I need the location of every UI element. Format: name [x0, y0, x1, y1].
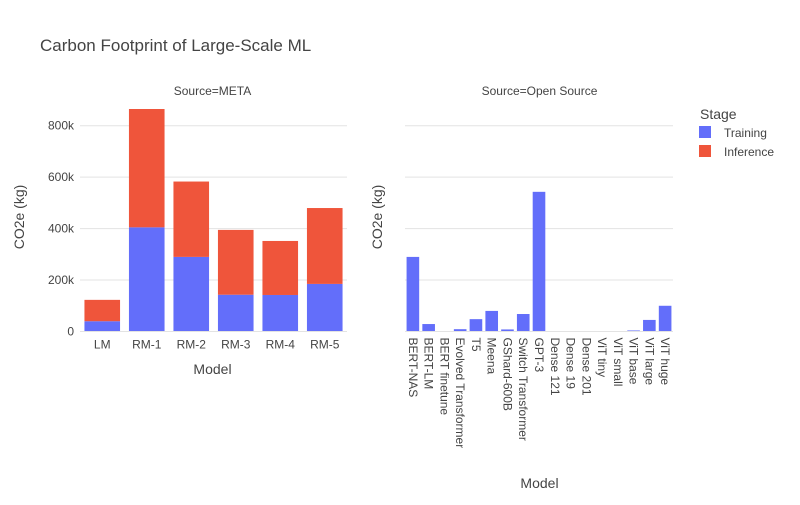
legend-title: Stage — [700, 106, 737, 122]
x-tick-label: LM — [94, 338, 111, 352]
y-axis-title-open-source: CO2e (kg) — [369, 185, 385, 250]
bar-inference[interactable] — [84, 300, 120, 321]
x-tick-label: ViT small — [611, 338, 625, 387]
bar-inference[interactable] — [173, 182, 209, 257]
x-axis-title-open-source: Model — [520, 475, 558, 491]
facet-label-open-source: Source=Open Source — [482, 84, 598, 98]
bar-inference[interactable] — [307, 208, 343, 284]
bar-training[interactable] — [173, 257, 209, 332]
x-tick-label: RM-1 — [132, 338, 162, 352]
bar-training[interactable] — [659, 306, 672, 332]
bar-training[interactable] — [129, 227, 165, 331]
bar-training[interactable] — [307, 284, 343, 332]
x-tick-label: Dense 201 — [579, 338, 593, 396]
bar-training[interactable] — [84, 321, 120, 331]
legend-label-inference: Inference — [724, 145, 774, 159]
legend-item-inference[interactable]: Inference — [699, 145, 774, 159]
chart-title: Carbon Footprint of Large-Scale ML — [40, 36, 311, 55]
bar-inference[interactable] — [262, 241, 298, 295]
bar-training[interactable] — [470, 319, 483, 331]
x-tick-label: ViT huge — [658, 338, 672, 386]
bar-training[interactable] — [643, 320, 656, 332]
x-tick-label: Evolved Transformer — [453, 338, 467, 449]
bar-training[interactable] — [407, 257, 420, 332]
y-tick-label: 0 — [67, 325, 74, 339]
x-tick-label: GShard-600B — [500, 338, 514, 411]
bar-training[interactable] — [533, 192, 546, 332]
x-tick-label: BERT-LM — [422, 338, 436, 390]
bar-training[interactable] — [517, 314, 530, 331]
x-tick-label: ViT large — [642, 338, 656, 386]
x-tick-label: GPT-3 — [532, 338, 546, 373]
x-tick-label: Dense 121 — [548, 338, 562, 396]
x-tick-label: RM-5 — [310, 338, 340, 352]
x-tick-label: ViT tiny — [595, 338, 609, 378]
legend-label-training: Training — [724, 126, 767, 140]
x-tick-label: Meena — [485, 338, 499, 375]
legend-swatch-inference — [699, 145, 711, 157]
facet-meta-plot: 0 200k 400k 600k 800k LM RM-1 RM-2 RM-3 RM-4 RM-5 — [48, 109, 347, 351]
facet-label-meta: Source=META — [174, 84, 251, 98]
x-tick-label: Switch Transformer — [516, 338, 530, 441]
x-tick-label: Dense 19 — [564, 338, 578, 390]
y-tick-label: 400k — [48, 222, 75, 236]
y-tick-label: 800k — [48, 119, 75, 133]
bar-inference[interactable] — [129, 109, 165, 227]
x-tick-label: BERT-NAS — [406, 338, 420, 398]
x-tick-label: BERT finetune — [437, 338, 451, 416]
legend: Stage Training Inference — [699, 106, 774, 159]
x-tick-label: ViT base — [627, 338, 641, 385]
bar-training[interactable] — [218, 295, 254, 332]
y-tick-label: 600k — [48, 170, 75, 184]
x-tick-label: RM-4 — [266, 338, 296, 352]
x-tick-label: T5 — [469, 338, 483, 352]
bar-training[interactable] — [422, 324, 435, 331]
legend-swatch-training — [699, 126, 711, 138]
y-tick-label: 200k — [48, 273, 75, 287]
y-axis-title-meta: CO2e (kg) — [11, 185, 27, 250]
bar-training[interactable] — [485, 311, 498, 332]
x-tick-label: RM-3 — [221, 338, 251, 352]
x-axis-title-meta: Model — [193, 361, 231, 377]
bar-training[interactable] — [262, 295, 298, 332]
legend-item-training[interactable]: Training — [699, 126, 767, 140]
x-tick-label: RM-2 — [177, 338, 207, 352]
bar-inference[interactable] — [218, 230, 254, 295]
